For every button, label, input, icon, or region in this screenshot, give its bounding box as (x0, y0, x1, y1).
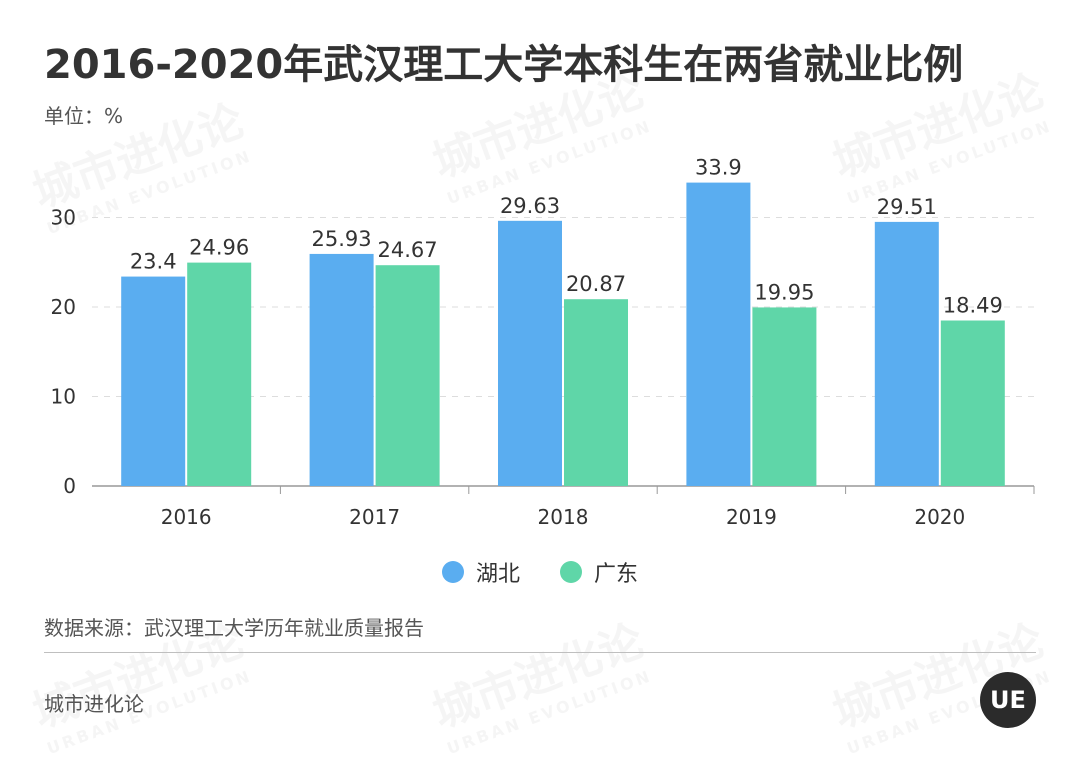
y-tick-label: 0 (63, 474, 76, 498)
bar-hubei (686, 182, 751, 486)
bar-hubei (498, 220, 562, 486)
bar-guangdong (752, 307, 817, 486)
data-label: 23.4 (130, 250, 177, 274)
brand-name: 城市进化论 (44, 692, 144, 716)
legend-item-hubei: 湖北 (441, 556, 520, 588)
bar-guangdong (187, 262, 252, 486)
bar-hubei (309, 253, 374, 486)
data-label: 20.87 (566, 272, 626, 296)
data-label: 24.96 (189, 236, 249, 260)
data-label: 29.63 (500, 194, 560, 218)
y-tick-label: 30 (51, 206, 76, 230)
data-label: 25.93 (312, 227, 372, 251)
bar-chart: 0 10 20 30 2016 23.4 24.96 2017 25.93 24.67 2018 29… (51, 156, 1035, 529)
legend-label-guangdong: 广东 (594, 562, 639, 587)
bar-hubei (874, 221, 939, 486)
brand-logo: UE (980, 672, 1036, 728)
data-label: 24.67 (378, 238, 438, 262)
bar-guangdong (375, 265, 440, 486)
data-label: 33.9 (695, 156, 742, 180)
legend-swatch-hubei (441, 561, 464, 583)
bar-guangdong (564, 299, 628, 486)
source-note: 数据来源：武汉理工大学历年就业质量报告 (44, 616, 424, 640)
x-tick-label: 2017 (349, 505, 400, 529)
x-tick-label: 2020 (914, 505, 965, 529)
unit-label: 单位：% (44, 104, 124, 128)
x-tick-label: 2016 (161, 505, 212, 529)
bar-guangdong (940, 320, 1005, 486)
legend-label-hubei: 湖北 (475, 562, 520, 587)
watermark: 城市进化论 URBAN EVOLUTION (426, 615, 655, 758)
data-label: 29.51 (877, 195, 937, 219)
legend: 湖北 广东 (0, 556, 1080, 588)
legend-item-guangdong: 广东 (560, 556, 638, 588)
chart-title: 2016-2020年武汉理工大学本科生在两省就业比例 (44, 42, 964, 88)
x-tick-label: 2018 (538, 505, 589, 529)
y-tick-label: 10 (51, 385, 76, 409)
y-tick-label: 20 (51, 295, 76, 319)
data-label: 19.95 (754, 280, 814, 304)
legend-swatch-guangdong (560, 561, 582, 583)
bar-hubei (121, 276, 186, 486)
x-tick-label: 2019 (726, 505, 777, 529)
divider (44, 652, 1036, 653)
data-label: 18.49 (943, 294, 1003, 318)
